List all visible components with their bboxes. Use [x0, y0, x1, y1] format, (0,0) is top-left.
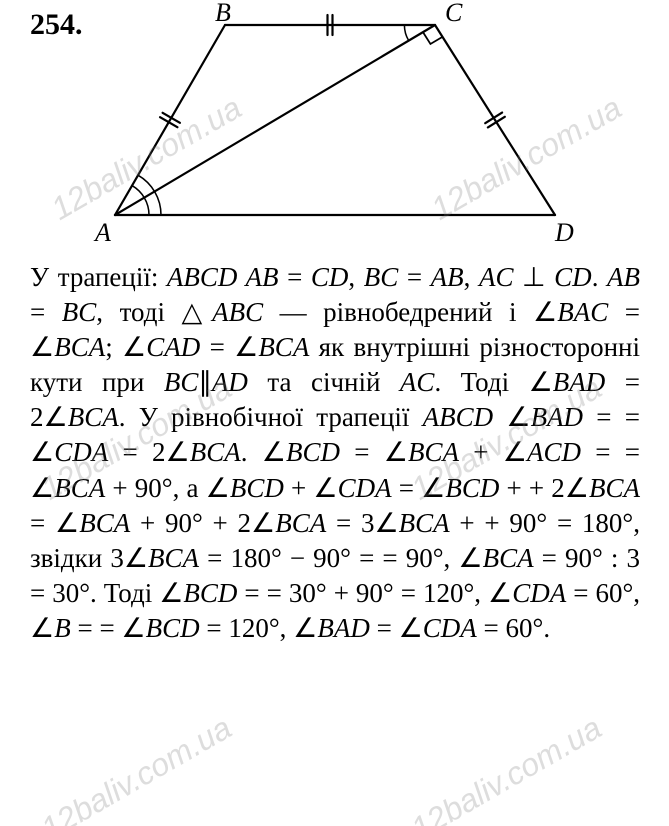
vertex-label-b: B: [215, 0, 231, 28]
page: 254. A B C D У трапеції: ABCD AB = CD, B…: [0, 0, 669, 826]
watermark: 12baliv.com.ua: [405, 709, 608, 826]
figure-area: A B C D: [0, 0, 669, 258]
watermark: 12baliv.com.ua: [35, 709, 238, 826]
solution-text: У трапеції: ABCD AB = CD, BC = AB, AC ⊥ …: [30, 260, 640, 646]
vertex-label-d: D: [555, 218, 574, 248]
vertex-label-c: C: [445, 0, 462, 28]
vertex-label-a: A: [95, 218, 111, 248]
